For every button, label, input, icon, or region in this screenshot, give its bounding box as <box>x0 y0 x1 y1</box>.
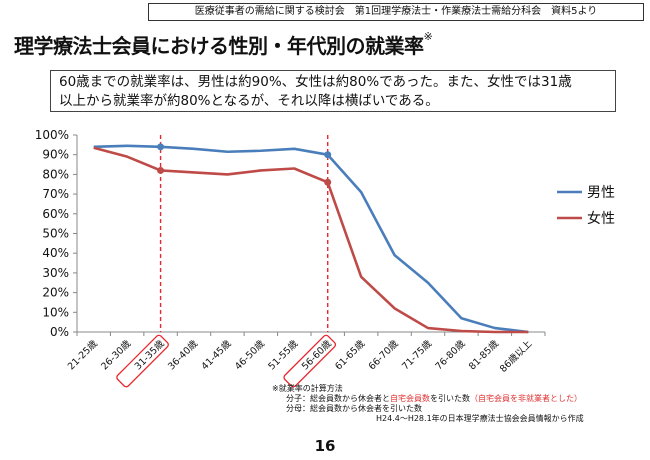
y-tick-label: 50% <box>42 227 69 241</box>
notes-heading: ※就業率の計算方法 <box>272 384 343 393</box>
numerator-mid: を引いた数 <box>430 394 470 403</box>
x-tick-label: 31-35歳 <box>132 337 167 372</box>
page-title-text: 理学療法士会員における性別・年代別の就業率 <box>14 34 424 58</box>
legend-label: 女性 <box>587 210 615 227</box>
x-tick-label: 71-75歳 <box>399 337 434 372</box>
numerator-prefix: 分子：総会員数から休会者と <box>286 394 390 403</box>
y-tick-label: 80% <box>42 167 69 181</box>
x-tick-label: 41-45歳 <box>199 337 234 372</box>
y-tick-label: 10% <box>42 305 69 319</box>
page-number: 16 <box>314 437 336 455</box>
summary-line-2: 以上から就業率が約80%となるが、それ以降は横ばいである。 <box>59 93 439 109</box>
y-tick-label: 60% <box>42 207 69 221</box>
y-tick-label: 70% <box>42 187 69 201</box>
x-tick-label: 61-65歳 <box>333 337 368 372</box>
x-tick-label: 76-80歳 <box>433 337 468 372</box>
x-tick-label: 21-25歳 <box>65 337 100 372</box>
legend-label: 男性 <box>587 185 615 201</box>
x-tick-label: 36-40歳 <box>165 337 200 372</box>
summary-line-1: 60歳までの就業率は、男性は約90%、女性は約80%であった。また、女性では31… <box>59 74 572 90</box>
x-tick-label: 56-60歳 <box>299 337 334 372</box>
numerator-red-2: （自宅会員を非就業者とした） <box>470 394 582 403</box>
x-tick-label: 86歳以上 <box>497 337 535 375</box>
x-tick-label: 81-85歳 <box>466 337 501 372</box>
series-line-female <box>93 146 529 334</box>
highlight-marker <box>324 151 332 159</box>
notes-source: H24.4～H28.1年の日本理学療法士協会会員情報から作成 <box>376 414 584 423</box>
x-tick-label: 51-55歳 <box>266 337 301 372</box>
notes-numerator: 分子：総会員数から休会者と自宅会員数を引いた数（自宅会員を非就業者とした） <box>272 394 584 404</box>
numerator-red-1: 自宅会員数 <box>390 394 430 403</box>
x-tick-label: 66-70歳 <box>366 337 401 372</box>
y-tick-label: 90% <box>42 148 69 162</box>
footnote-mark: ※ <box>423 30 433 43</box>
summary-box: 60歳までの就業率は、男性は約90%、女性は約80%であった。また、女性では31… <box>50 70 616 112</box>
employment-rate-chart: 0% 10% 20% 30% 40% 50% 60% 70% 80% 90% 100% 21-25歳 2… <box>35 128 615 388</box>
calculation-notes: ※就業率の計算方法 分子：総会員数から休会者と自宅会員数を引いた数（自宅会員を非… <box>272 384 584 424</box>
source-note: 医療従事者の需給に関する検討会 第1回理学療法士・作業療法士需給分科会 資料5よ… <box>148 3 644 21</box>
page-title: 理学療法士会員における性別・年代別の就業率※ <box>14 30 433 59</box>
y-tick-label: 20% <box>42 286 69 300</box>
y-tick-label: 0% <box>50 325 69 339</box>
x-tick-label: 46-50歳 <box>232 337 267 372</box>
highlight-marker <box>324 178 332 186</box>
y-tick-label: 30% <box>42 266 69 280</box>
highlight-label-box <box>116 334 169 388</box>
notes-denominator: 分母：総会員数から休会者を引いた数 <box>286 404 422 413</box>
y-tick-label: 100% <box>35 128 69 142</box>
highlight-label-box <box>283 334 337 388</box>
y-tick-label: 40% <box>42 246 69 260</box>
highlight-marker <box>157 166 165 174</box>
x-tick-label: 26-30歳 <box>99 337 134 372</box>
series-line-male <box>93 144 529 334</box>
highlight-marker <box>157 143 165 151</box>
